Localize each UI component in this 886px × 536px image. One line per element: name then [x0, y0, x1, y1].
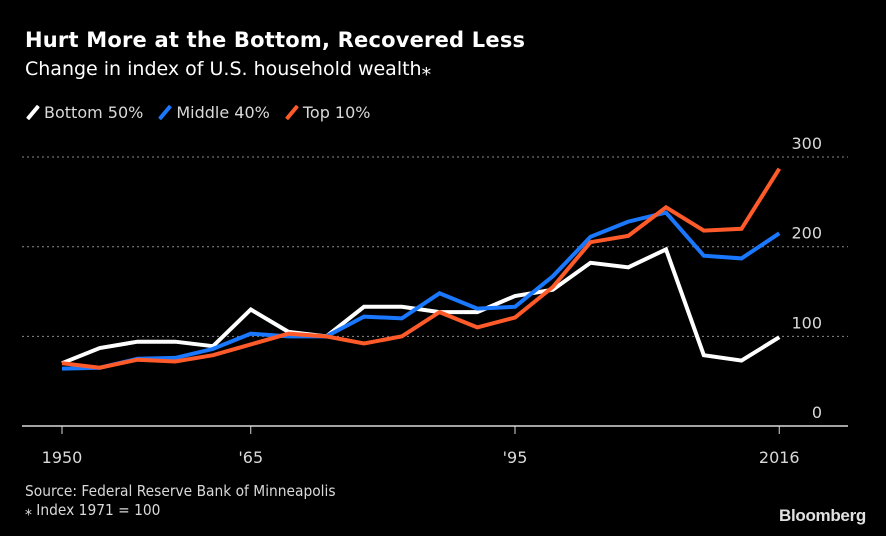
- legend-item-bottom-50: Bottom 50%: [25, 103, 143, 122]
- legend: Bottom 50% Middle 40% Top 10%: [25, 103, 385, 122]
- x-tick-label-1965: '65: [238, 448, 263, 467]
- y-tick-label-300: 300: [791, 134, 822, 153]
- series-lines: [61, 167, 781, 371]
- legend-label-bottom-50: Bottom 50%: [44, 103, 144, 122]
- legend-label-middle-40: Middle 40%: [176, 103, 270, 122]
- bloomberg-logo: Bloomberg: [778, 506, 866, 525]
- x-tick-label-2016: 2016: [759, 448, 800, 467]
- x-tick-label-1995: '95: [503, 448, 528, 467]
- x-tick-label-1950: 1950: [42, 448, 83, 467]
- y-axis-labels: 0 100 200 300: [791, 134, 822, 422]
- series-line-bottom-50: [61, 246, 781, 366]
- legend-label-top-10: Top 10%: [302, 103, 371, 122]
- series-line-top-10: [61, 167, 781, 370]
- x-axis: 1950 '65 '95 2016: [22, 425, 848, 467]
- source-note: Source: Federal Reserve Bank of Minneapo…: [25, 482, 336, 500]
- y-tick-label-200: 200: [791, 224, 822, 243]
- legend-item-middle-40: Middle 40%: [157, 103, 270, 122]
- chart-title: Hurt More at the Bottom, Recovered Less: [25, 28, 526, 52]
- legend-item-top-10: Top 10%: [284, 103, 371, 122]
- y-tick-label-100: 100: [791, 313, 822, 332]
- series-line-middle-40: [61, 210, 781, 371]
- chart-subtitle: Change in index of U.S. household wealth…: [25, 58, 432, 80]
- index-footnote: ⁎ Index 1971 = 100: [25, 501, 161, 519]
- y-tick-label-0: 0: [812, 403, 822, 422]
